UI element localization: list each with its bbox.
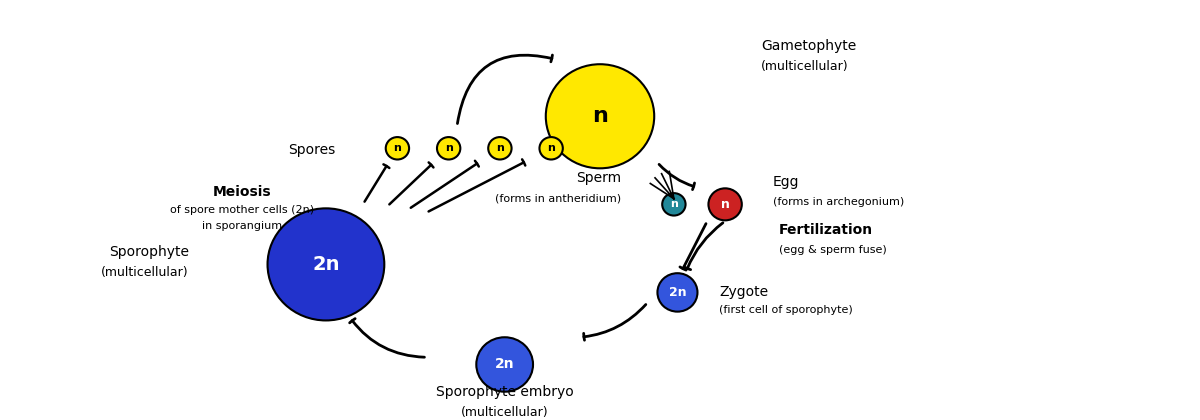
Ellipse shape <box>658 273 697 312</box>
Text: Sperm: Sperm <box>576 171 622 185</box>
Text: Sporophyte embryo: Sporophyte embryo <box>436 384 574 399</box>
Text: Meiosis: Meiosis <box>214 185 272 200</box>
Ellipse shape <box>476 337 533 392</box>
Text: 2n: 2n <box>312 255 340 274</box>
Text: n: n <box>496 143 504 153</box>
Text: of spore mother cells (2n): of spore mother cells (2n) <box>170 205 314 215</box>
Ellipse shape <box>546 64 654 168</box>
Ellipse shape <box>540 137 563 160</box>
Text: (forms in archegonium): (forms in archegonium) <box>773 197 904 207</box>
Text: 2n: 2n <box>668 286 686 299</box>
Text: (forms in antheridium): (forms in antheridium) <box>496 193 622 203</box>
Text: Spores: Spores <box>288 143 336 158</box>
Ellipse shape <box>708 188 742 220</box>
Text: n: n <box>445 143 452 153</box>
Text: n: n <box>547 143 556 153</box>
Ellipse shape <box>662 193 685 215</box>
Text: (multicellular): (multicellular) <box>461 406 548 418</box>
Ellipse shape <box>385 137 409 160</box>
Text: (multicellular): (multicellular) <box>761 60 848 73</box>
Text: n: n <box>394 143 401 153</box>
Text: (multicellular): (multicellular) <box>101 266 188 279</box>
Ellipse shape <box>268 208 384 320</box>
Text: Egg: Egg <box>773 175 799 189</box>
Text: n: n <box>592 106 608 126</box>
Text: n: n <box>721 198 730 211</box>
Text: (first cell of sporophyte): (first cell of sporophyte) <box>719 305 853 315</box>
Text: Sporophyte: Sporophyte <box>109 245 188 260</box>
Text: 2n: 2n <box>494 357 515 371</box>
Ellipse shape <box>437 137 461 160</box>
Text: (egg & sperm fuse): (egg & sperm fuse) <box>779 245 887 255</box>
Text: Zygote: Zygote <box>719 286 768 299</box>
Ellipse shape <box>488 137 511 160</box>
Text: Fertilization: Fertilization <box>779 223 872 237</box>
Text: n: n <box>670 200 678 209</box>
Text: in sporangium: in sporangium <box>203 221 282 231</box>
Text: Gametophyte: Gametophyte <box>761 39 856 53</box>
